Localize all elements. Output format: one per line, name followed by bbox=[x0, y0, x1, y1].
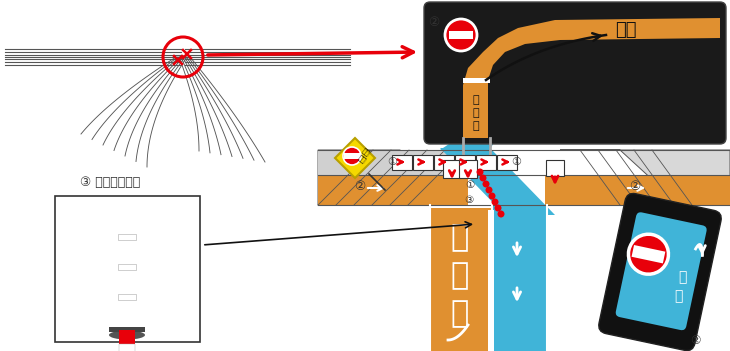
Bar bbox=[449, 31, 473, 39]
FancyBboxPatch shape bbox=[434, 154, 454, 170]
Bar bbox=[631, 245, 665, 263]
FancyBboxPatch shape bbox=[615, 212, 707, 330]
Text: ②: ② bbox=[690, 333, 700, 346]
Polygon shape bbox=[440, 140, 495, 150]
Circle shape bbox=[498, 211, 504, 218]
Bar bbox=[492, 205, 547, 351]
Ellipse shape bbox=[109, 331, 145, 339]
Circle shape bbox=[477, 168, 483, 176]
Text: ①: ① bbox=[387, 157, 397, 167]
Text: ②: ② bbox=[429, 15, 439, 28]
Text: 右へ: 右へ bbox=[615, 21, 637, 39]
FancyBboxPatch shape bbox=[443, 160, 461, 178]
Circle shape bbox=[629, 234, 669, 274]
Circle shape bbox=[445, 19, 477, 51]
Text: ②: ② bbox=[354, 180, 366, 193]
Polygon shape bbox=[560, 150, 730, 205]
Bar bbox=[545, 175, 730, 205]
Circle shape bbox=[343, 147, 361, 165]
Circle shape bbox=[488, 192, 496, 199]
Text: れ: れ bbox=[451, 299, 469, 329]
Text: ま: ま bbox=[451, 261, 469, 291]
Polygon shape bbox=[463, 18, 720, 138]
Bar bbox=[109, 327, 145, 332]
FancyBboxPatch shape bbox=[497, 154, 517, 170]
Text: れ: れ bbox=[473, 121, 480, 131]
Polygon shape bbox=[335, 138, 375, 178]
Bar bbox=[318, 175, 468, 205]
Text: 口: 口 bbox=[678, 270, 687, 284]
Bar bbox=[119, 344, 135, 351]
Polygon shape bbox=[318, 150, 460, 205]
FancyBboxPatch shape bbox=[392, 154, 412, 170]
Bar bbox=[118, 294, 136, 300]
Text: ③: ③ bbox=[464, 195, 474, 205]
Text: ②: ② bbox=[629, 180, 641, 193]
Bar bbox=[488, 210, 494, 351]
Polygon shape bbox=[440, 148, 555, 215]
Circle shape bbox=[494, 205, 502, 212]
FancyBboxPatch shape bbox=[459, 160, 477, 178]
FancyBboxPatch shape bbox=[413, 154, 433, 170]
Bar bbox=[430, 208, 495, 351]
Text: 止: 止 bbox=[473, 95, 480, 105]
Text: 進入: 進入 bbox=[357, 154, 367, 164]
Bar bbox=[318, 150, 448, 175]
Circle shape bbox=[485, 186, 493, 193]
Circle shape bbox=[491, 199, 499, 205]
Text: ま: ま bbox=[473, 108, 480, 118]
FancyBboxPatch shape bbox=[424, 2, 726, 144]
FancyBboxPatch shape bbox=[455, 154, 475, 170]
Text: 禁止: 禁止 bbox=[361, 147, 372, 157]
FancyBboxPatch shape bbox=[476, 154, 496, 170]
Polygon shape bbox=[318, 175, 440, 205]
Bar bbox=[344, 153, 360, 159]
Bar bbox=[55, 196, 200, 342]
FancyBboxPatch shape bbox=[546, 160, 564, 176]
Text: 出: 出 bbox=[674, 289, 683, 303]
Text: ①: ① bbox=[511, 157, 521, 167]
Text: ①: ① bbox=[466, 180, 474, 190]
FancyBboxPatch shape bbox=[599, 193, 721, 351]
Bar bbox=[463, 78, 490, 83]
Text: 止: 止 bbox=[451, 224, 469, 252]
Bar bbox=[119, 330, 135, 344]
Bar bbox=[118, 264, 136, 270]
Bar bbox=[118, 234, 136, 240]
Circle shape bbox=[483, 180, 490, 187]
Polygon shape bbox=[550, 175, 730, 205]
Circle shape bbox=[480, 174, 486, 181]
Text: ③ ラバーポール: ③ ラバーポール bbox=[80, 176, 140, 188]
